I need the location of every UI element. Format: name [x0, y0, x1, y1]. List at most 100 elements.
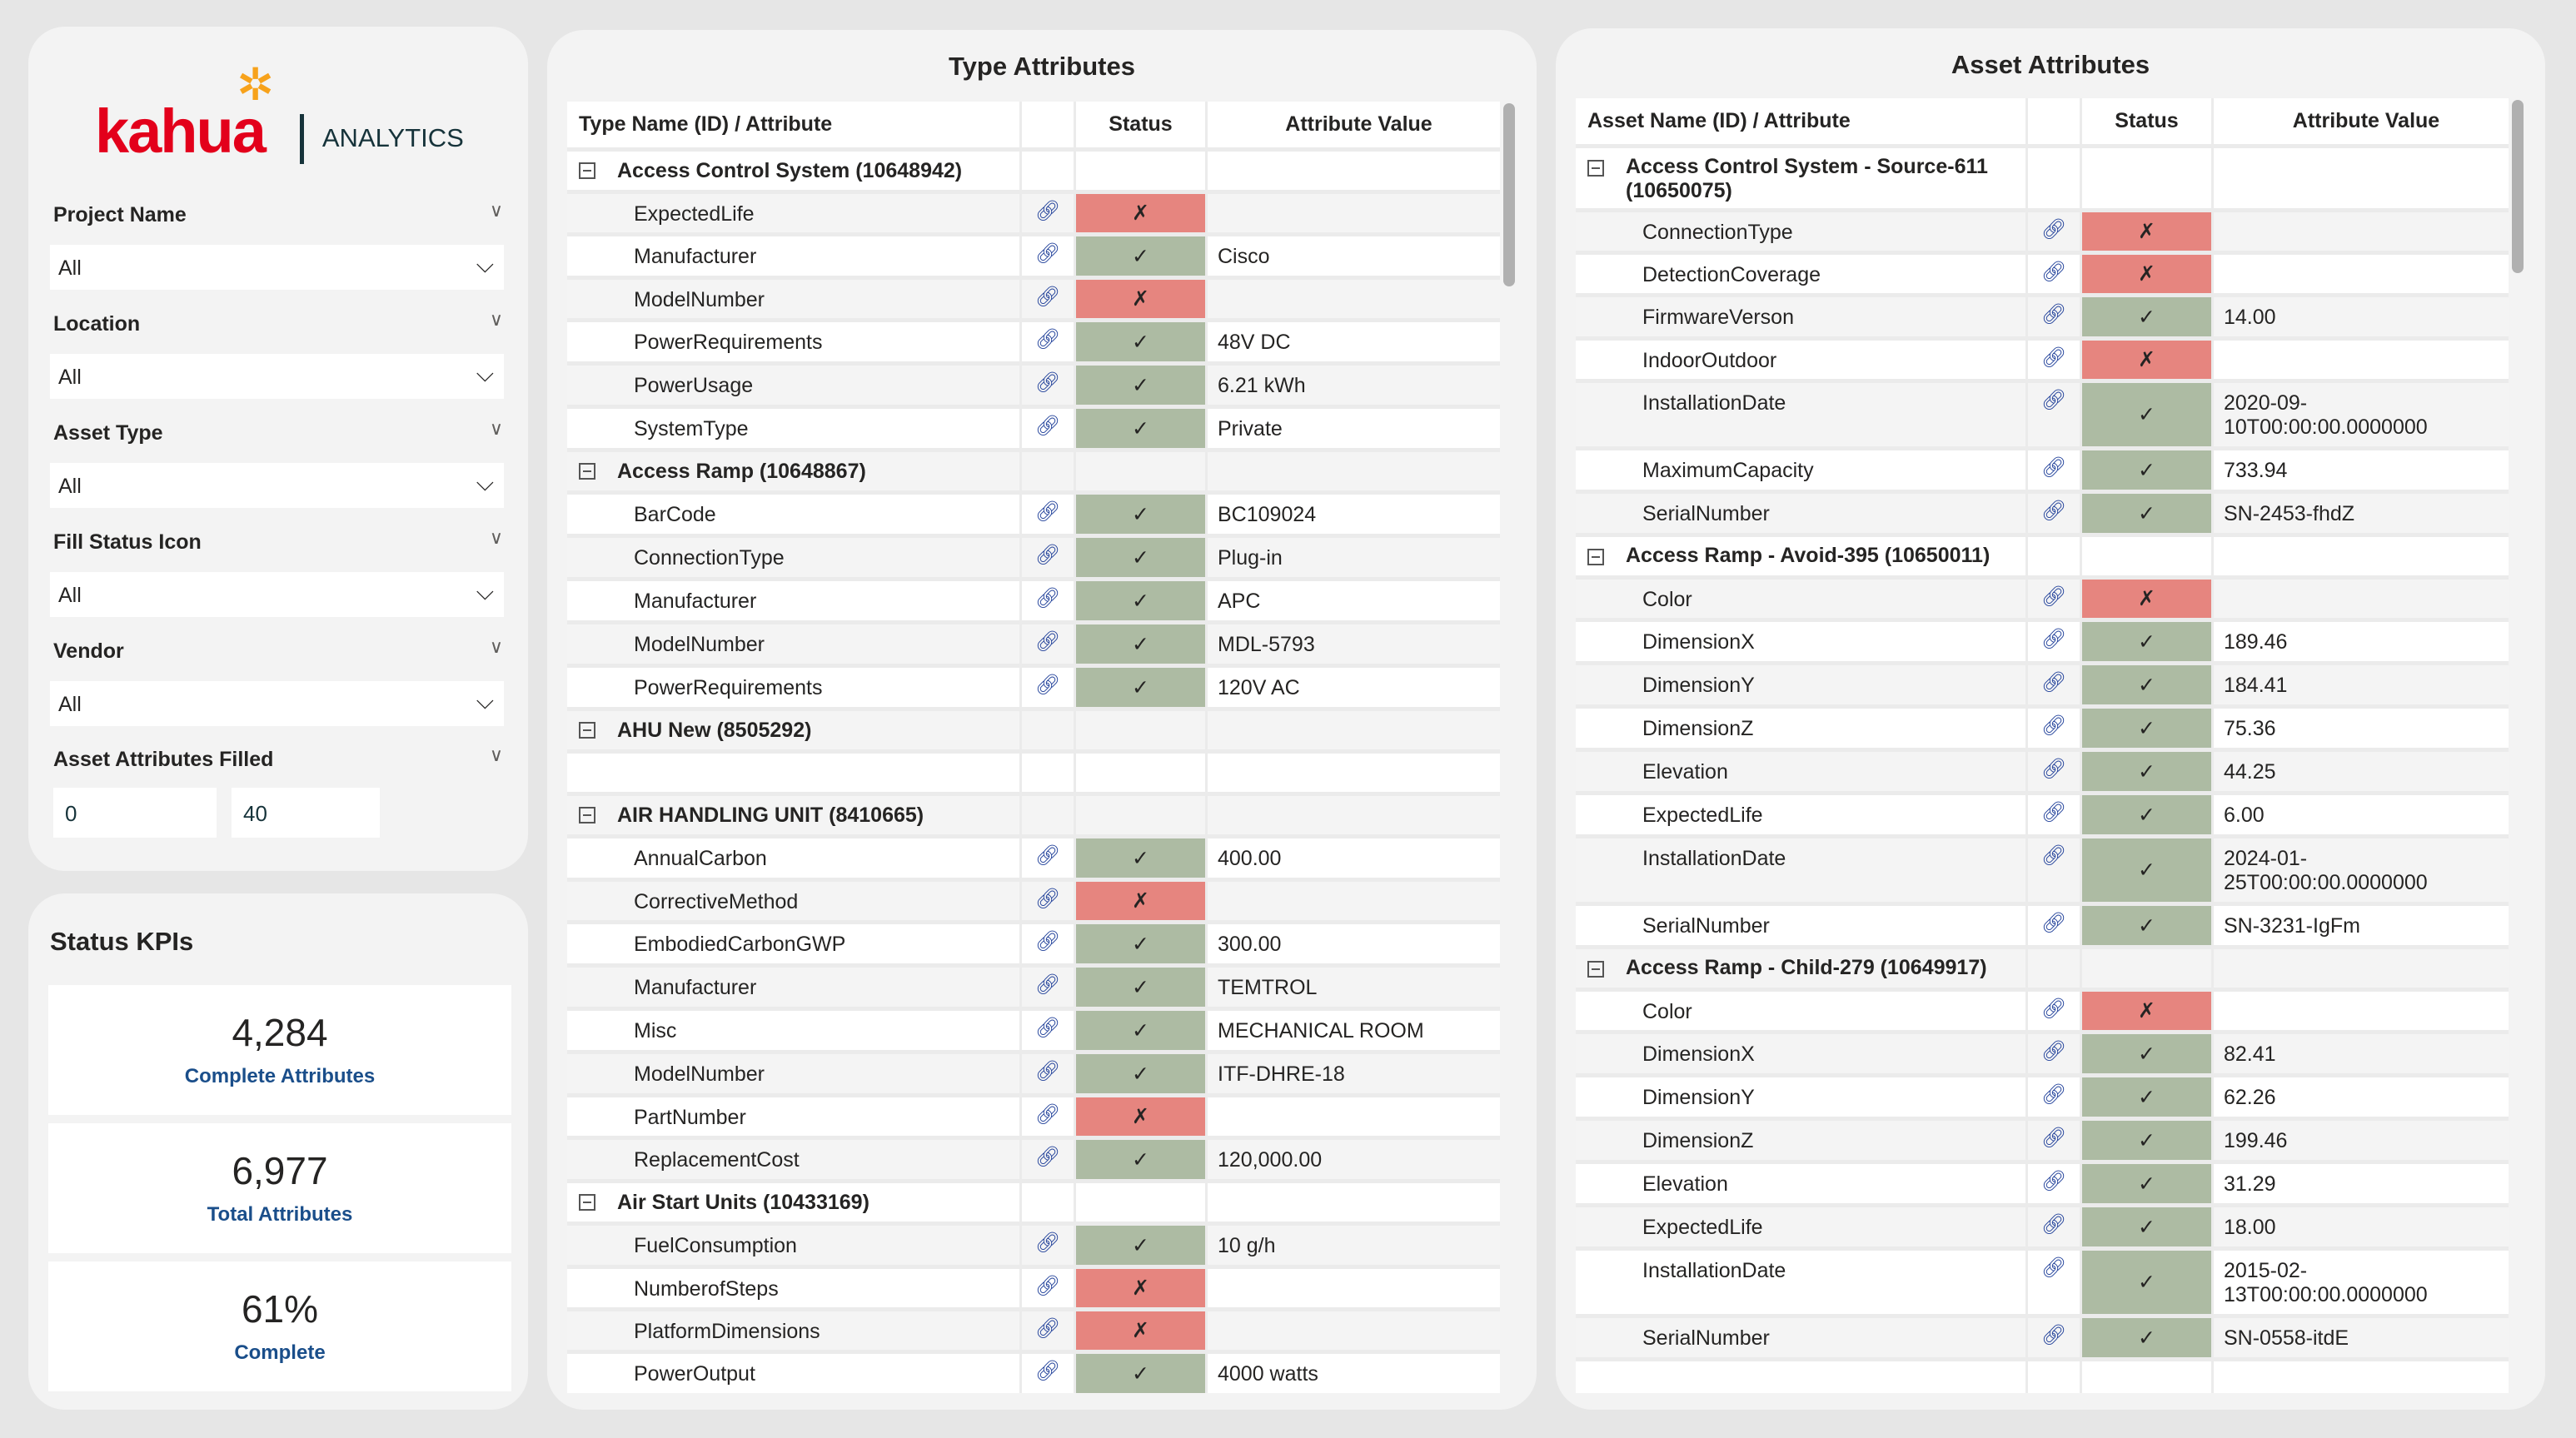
link-icon[interactable]: 🔗︎: [1022, 1011, 1076, 1050]
link-icon[interactable]: 🔗︎: [1022, 366, 1076, 405]
link-icon[interactable]: 🔗︎: [1022, 1226, 1076, 1265]
link-icon[interactable]: 🔗︎: [2028, 1164, 2082, 1203]
chevron-down-icon[interactable]: ∨: [489, 200, 503, 221]
group-row[interactable]: Air Start Units (10433169): [567, 1183, 1500, 1226]
filter-label-text: Asset Type: [53, 421, 163, 445]
collapse-icon[interactable]: [1587, 549, 1604, 565]
attribute-name: Elevation: [1576, 752, 2028, 791]
link-icon[interactable]: 🔗︎: [2028, 622, 2082, 661]
link-icon[interactable]: 🔗︎: [2028, 1318, 2082, 1357]
collapse-icon[interactable]: [579, 722, 595, 739]
table-row: ModelNumber 🔗︎ ✗: [567, 280, 1500, 322]
link-icon[interactable]: 🔗︎: [1022, 1311, 1076, 1350]
column-header[interactable]: Attribute Value: [2292, 109, 2440, 132]
link-icon[interactable]: 🔗︎: [1022, 1054, 1076, 1093]
attribute-name: DimensionY: [1576, 1077, 2028, 1117]
link-icon[interactable]: 🔗︎: [1022, 624, 1076, 664]
collapse-icon[interactable]: [579, 807, 595, 823]
link-icon[interactable]: 🔗︎: [2028, 383, 2082, 446]
chevron-down-icon[interactable]: ∨: [489, 744, 503, 765]
table-row: BarCode 🔗︎ ✓ BC109024: [567, 495, 1500, 538]
type-table-scrollbar[interactable]: [1503, 103, 1515, 286]
link-icon[interactable]: 🔗︎: [1022, 538, 1076, 577]
collapse-icon[interactable]: [1587, 961, 1604, 978]
link-icon[interactable]: 🔗︎: [1022, 1354, 1076, 1393]
link-icon[interactable]: 🔗︎: [1022, 924, 1076, 963]
status-ok-icon: ✓: [1076, 1054, 1208, 1093]
chevron-down-icon[interactable]: ∨: [489, 527, 503, 548]
link-icon[interactable]: 🔗︎: [1022, 280, 1076, 318]
column-header[interactable]: [1022, 102, 1076, 147]
group-row[interactable]: Access Ramp - Avoid-395 (10650011): [1576, 537, 2509, 580]
link-icon[interactable]: 🔗︎: [2028, 1121, 2082, 1160]
link-icon[interactable]: 🔗︎: [1022, 1140, 1076, 1179]
link-icon[interactable]: 🔗︎: [1022, 968, 1076, 1007]
table-row: IndoorOutdoor 🔗︎ ✗: [1576, 341, 2509, 383]
collapse-icon[interactable]: [579, 162, 595, 179]
link-icon[interactable]: 🔗︎: [2028, 709, 2082, 748]
link-icon[interactable]: 🔗︎: [2028, 297, 2082, 336]
link-icon[interactable]: 🔗︎: [1022, 1269, 1076, 1307]
asset-table-scrollbar[interactable]: [2512, 100, 2524, 273]
link-icon[interactable]: 🔗︎: [2028, 1251, 2082, 1314]
link-icon[interactable]: 🔗︎: [2028, 1034, 2082, 1073]
group-row[interactable]: Access Control System (10648942): [567, 152, 1500, 194]
link-icon[interactable]: 🔗︎: [2028, 838, 2082, 902]
chevron-down-icon[interactable]: ∨: [489, 636, 503, 657]
collapse-icon[interactable]: [579, 463, 595, 480]
link-icon[interactable]: 🔗︎: [2028, 906, 2082, 945]
link-icon[interactable]: 🔗︎: [2028, 992, 2082, 1030]
link-icon[interactable]: 🔗︎: [2028, 255, 2082, 293]
filter-label[interactable]: Fill Status Icon ∨: [53, 527, 503, 555]
attribute-value: 120V AC: [1218, 676, 1300, 699]
group-row[interactable]: Access Ramp (10648867): [567, 452, 1500, 495]
column-header[interactable]: Status: [2082, 98, 2214, 144]
column-header[interactable]: Asset Name (ID) / Attribute: [1576, 98, 2028, 144]
range-min-input[interactable]: 0: [53, 788, 217, 838]
attribute-value: [1208, 1311, 1500, 1350]
link-icon[interactable]: 🔗︎: [1022, 322, 1076, 361]
link-icon[interactable]: 🔗︎: [2028, 212, 2082, 251]
filter-dropdown[interactable]: All ⌵: [50, 681, 504, 726]
column-header[interactable]: Status: [1076, 102, 1208, 147]
range-max-input[interactable]: 40: [232, 788, 380, 838]
link-icon[interactable]: 🔗︎: [2028, 494, 2082, 533]
filter-label[interactable]: Project Name ∨: [53, 200, 503, 227]
link-icon[interactable]: 🔗︎: [1022, 1097, 1076, 1136]
filter-label[interactable]: Location ∨: [53, 309, 503, 336]
asset-attributes-filled-label[interactable]: Asset Attributes Filled ∨: [53, 744, 503, 772]
link-icon[interactable]: 🔗︎: [2028, 1207, 2082, 1246]
link-icon[interactable]: 🔗︎: [1022, 495, 1076, 534]
link-icon[interactable]: 🔗︎: [2028, 580, 2082, 618]
link-icon[interactable]: 🔗︎: [1022, 838, 1076, 878]
group-row[interactable]: Access Control System - Source-611 (1065…: [1576, 148, 2509, 212]
filter-dropdown[interactable]: All ⌵: [50, 354, 504, 399]
group-row[interactable]: AIR HANDLING UNIT (8410665): [567, 796, 1500, 838]
filter-label[interactable]: Asset Type ∨: [53, 418, 503, 445]
link-icon[interactable]: 🔗︎: [1022, 409, 1076, 448]
filter-dropdown[interactable]: All ⌵: [50, 463, 504, 508]
chevron-down-icon[interactable]: ∨: [489, 418, 503, 439]
link-icon[interactable]: 🔗︎: [1022, 581, 1076, 620]
link-icon[interactable]: 🔗︎: [2028, 795, 2082, 834]
link-icon[interactable]: 🔗︎: [1022, 668, 1076, 707]
column-header[interactable]: Type Name (ID) / Attribute: [567, 102, 1022, 147]
link-icon[interactable]: 🔗︎: [2028, 752, 2082, 791]
column-header[interactable]: [2028, 98, 2082, 144]
link-icon[interactable]: 🔗︎: [2028, 341, 2082, 379]
link-icon[interactable]: 🔗︎: [2028, 1077, 2082, 1117]
link-icon[interactable]: 🔗︎: [1022, 194, 1076, 232]
link-icon[interactable]: 🔗︎: [2028, 665, 2082, 704]
column-header[interactable]: Attribute Value: [1285, 112, 1432, 136]
link-icon[interactable]: 🔗︎: [1022, 882, 1076, 920]
group-row[interactable]: Access Ramp - Child-279 (10649917): [1576, 949, 2509, 992]
link-icon[interactable]: 🔗︎: [2028, 450, 2082, 490]
group-row[interactable]: AHU New (8505292): [567, 711, 1500, 754]
filter-dropdown[interactable]: All ⌵: [50, 245, 504, 290]
collapse-icon[interactable]: [579, 1194, 595, 1211]
link-icon[interactable]: 🔗︎: [1022, 236, 1076, 276]
filter-dropdown[interactable]: All ⌵: [50, 572, 504, 617]
chevron-down-icon[interactable]: ∨: [489, 309, 503, 330]
filter-label[interactable]: Vendor ∨: [53, 636, 503, 664]
collapse-icon[interactable]: [1587, 160, 1604, 177]
